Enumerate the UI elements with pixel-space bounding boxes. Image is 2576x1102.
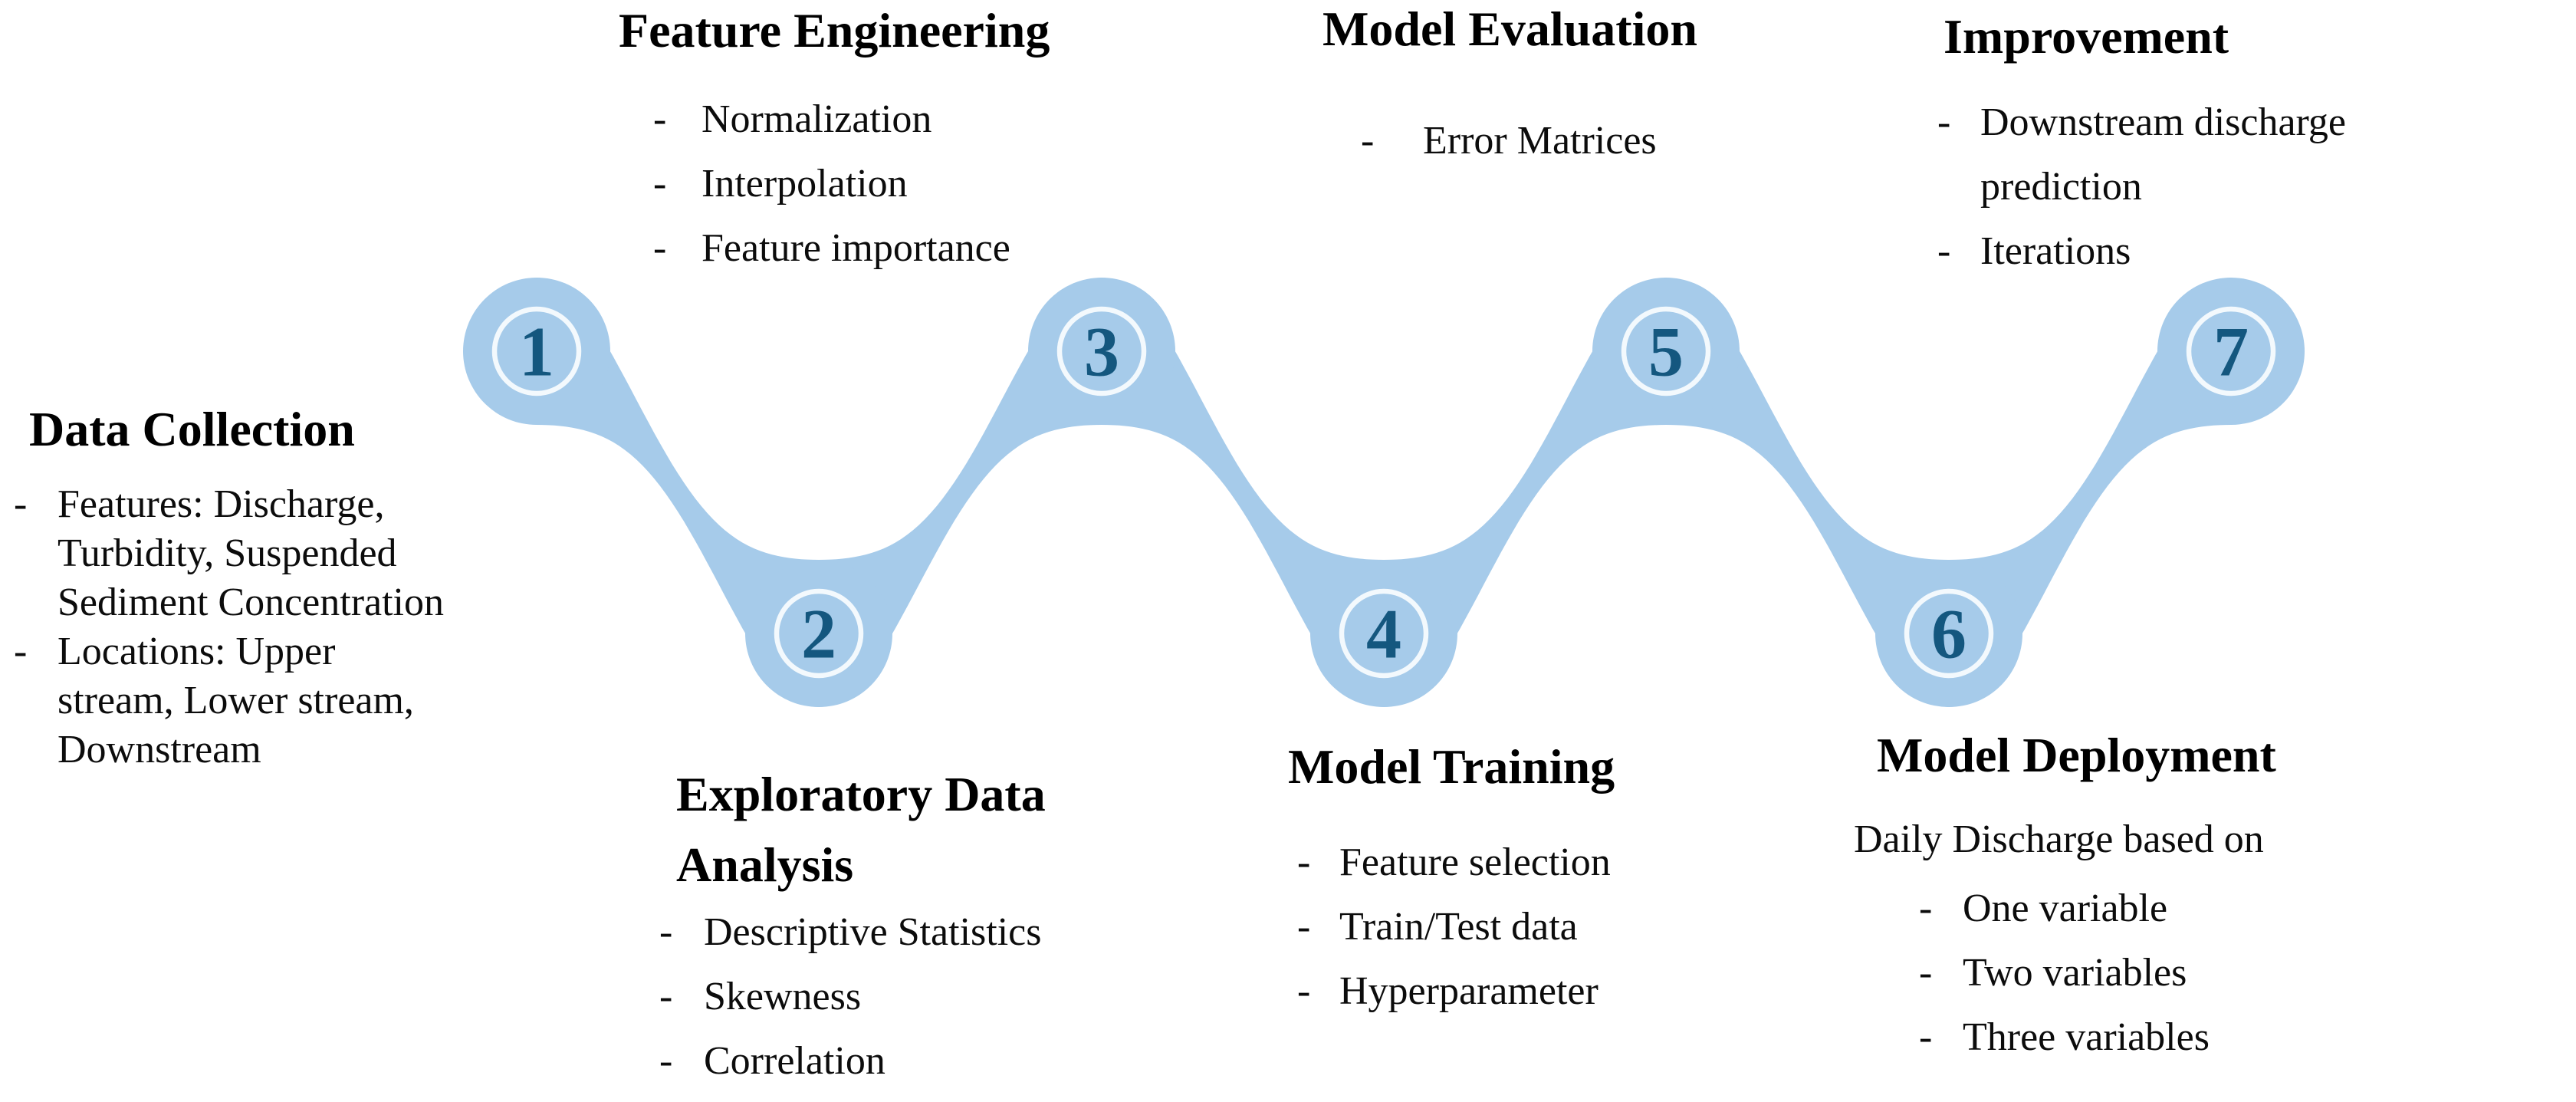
node-blob <box>1028 278 1175 425</box>
list-item: - Feature importance <box>653 216 1247 281</box>
step-title: Data Collection <box>29 402 355 456</box>
node-ring <box>1339 588 1429 679</box>
node-number: 3 <box>1084 313 1119 391</box>
step-title: Model Evaluation <box>1322 2 1697 56</box>
bullet-dash: - <box>1919 951 1933 995</box>
list-item: - One variable <box>1919 877 2544 941</box>
bullet-dash: - <box>1297 840 1311 884</box>
step-title: Model Deployment <box>1877 728 2276 782</box>
node-ring <box>1904 588 1994 679</box>
step-node-4: 4 <box>1310 560 1457 707</box>
node-blob <box>745 560 892 707</box>
step-node-7: 7 <box>2157 278 2305 425</box>
step-node-5: 5 <box>1592 278 1740 425</box>
bullet-dash: - <box>1297 969 1311 1013</box>
bullet-dash: - <box>1937 229 1951 273</box>
node-blob <box>1875 560 2022 707</box>
node-number: 1 <box>519 313 554 391</box>
node-blob <box>463 278 610 425</box>
step-1-data-collection: Data Collection - Features: Discharge, Tu… <box>14 402 581 775</box>
node-blob <box>1310 560 1457 707</box>
bullet-dash: - <box>653 97 667 141</box>
list-item: - Correlation <box>659 1029 1274 1094</box>
step-item-list: - Features: Discharge, Turbidity, Suspend… <box>14 480 581 775</box>
node-blob <box>1592 278 1740 425</box>
list-item: - Iterations <box>1937 219 2564 284</box>
bullet-dash: - <box>653 162 667 206</box>
step-node-2: 2 <box>745 560 892 707</box>
list-item: - Features: Discharge, Turbidity, Suspend… <box>14 480 581 627</box>
list-item: - Locations: Upper stream, Lower stream, … <box>14 627 581 775</box>
bullet-dash: - <box>1919 887 1933 930</box>
step-item-list: - One variable - Two variables - Three vari… <box>1919 877 2544 1070</box>
step-4-model-training: Model Training - Feature selection - Train… <box>1288 742 1871 1024</box>
bullet-dash: - <box>1919 1015 1933 1059</box>
bullet-dash: - <box>1937 100 1951 144</box>
node-ring <box>2186 306 2276 396</box>
bullet-dash: - <box>659 1039 673 1083</box>
step-intro-text: Daily Discharge based on <box>1854 817 2264 861</box>
node-ring <box>1056 306 1147 396</box>
step-title: Model Training <box>1288 739 1615 794</box>
node-ring <box>774 588 864 679</box>
step-7-improvement: Improvement - Downstream discharge predic… <box>1937 9 2564 284</box>
node-number: 6 <box>1931 595 1967 673</box>
step-5-model-evaluation: Model Evaluation - Error Matrices <box>1322 5 1905 173</box>
step-item-list: - Downstream discharge prediction - Iterat… <box>1937 90 2564 284</box>
list-item: - Interpolation <box>653 152 1247 216</box>
list-item: - Downstream discharge prediction <box>1937 90 2564 219</box>
node-number: 5 <box>1648 313 1684 391</box>
bullet-dash: - <box>14 630 28 673</box>
step-title: Exploratory Data Analysis <box>676 767 1046 892</box>
bullet-dash: - <box>14 482 28 526</box>
step-node-3: 3 <box>1028 278 1175 425</box>
list-item: - Skewness <box>659 965 1274 1029</box>
step-3-feature-engineering: Feature Engineering - Normalization - Inte… <box>619 6 1247 281</box>
step-6-model-deployment: Model Deployment Daily Discharge based o… <box>1854 731 2544 1070</box>
bullet-dash: - <box>1361 119 1375 163</box>
step-item-list: - Normalization - Interpolation - Feature i… <box>653 87 1247 281</box>
list-item: - Three variables <box>1919 1005 2544 1070</box>
node-ring <box>1621 306 1711 396</box>
step-item-list: - Error Matrices <box>1361 109 1905 173</box>
step-node-6: 6 <box>1875 560 2022 707</box>
bullet-dash: - <box>1297 905 1311 949</box>
node-ring <box>491 306 582 396</box>
step-title: Improvement <box>1944 9 2229 64</box>
list-item: - Hyperparameter <box>1297 959 1871 1024</box>
step-item-list: - Descriptive Statistics - Skewness - Corre… <box>659 900 1274 1094</box>
bullet-dash: - <box>653 226 667 270</box>
step-2-exploratory-data-analysis: Exploratory Data Analysis - Descriptive S… <box>659 759 1274 1094</box>
step-node-1: 1 <box>463 278 610 425</box>
list-item: - Two variables <box>1919 941 2544 1005</box>
node-blob <box>2157 278 2305 425</box>
step-title: Feature Engineering <box>619 3 1050 58</box>
list-item: - Feature selection <box>1297 831 1871 895</box>
node-number: 2 <box>801 595 836 673</box>
list-item: - Error Matrices <box>1361 109 1905 173</box>
bullet-dash: - <box>659 975 673 1018</box>
list-item: - Normalization <box>653 87 1247 152</box>
list-item: - Train/Test data <box>1297 895 1871 959</box>
node-number: 4 <box>1366 595 1401 673</box>
bullet-dash: - <box>659 910 673 954</box>
step-item-list: - Feature selection - Train/Test data - Hyp… <box>1297 831 1871 1024</box>
node-number: 7 <box>2213 313 2249 391</box>
list-item: - Descriptive Statistics <box>659 900 1274 965</box>
